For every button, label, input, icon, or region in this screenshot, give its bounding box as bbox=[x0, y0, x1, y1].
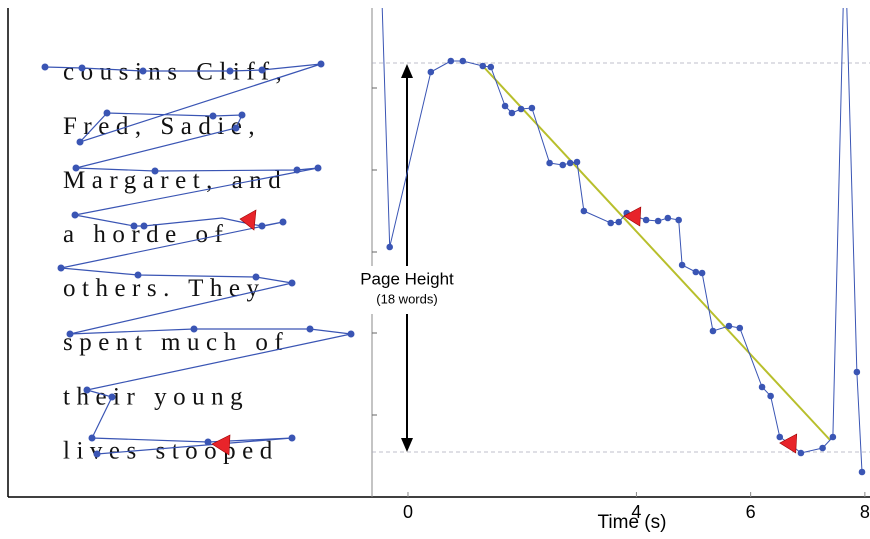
gaze-point bbox=[819, 444, 826, 452]
arrow-head bbox=[401, 64, 413, 78]
gaze-point bbox=[528, 104, 536, 112]
gaze-point bbox=[664, 214, 672, 222]
passage-line: spent much of bbox=[63, 329, 289, 356]
gaze-point bbox=[517, 105, 525, 113]
x-tick-label: 6 bbox=[746, 502, 756, 522]
gaze-point bbox=[559, 161, 567, 169]
gaze-point bbox=[692, 268, 700, 276]
gaze-point bbox=[447, 57, 455, 65]
gaze-point bbox=[566, 159, 574, 167]
gaze-point bbox=[580, 207, 588, 215]
fit-line bbox=[482, 65, 831, 441]
passage-line: Fred, Sadie, bbox=[63, 113, 261, 140]
scanpath bbox=[41, 60, 355, 458]
gaze-point bbox=[479, 62, 487, 70]
gaze-point bbox=[725, 322, 733, 330]
gaze-point bbox=[501, 102, 509, 110]
fixation-marker bbox=[211, 434, 231, 456]
gaze-point bbox=[736, 324, 744, 332]
x-tick-label: 4 bbox=[631, 502, 641, 522]
gaze-line bbox=[381, 8, 863, 473]
gaze-point bbox=[829, 433, 837, 441]
gaze-point bbox=[675, 216, 682, 224]
annotation-subtitle: (18 words) bbox=[376, 291, 437, 306]
gaze-point bbox=[767, 392, 774, 400]
scanpath-dots bbox=[41, 60, 355, 458]
gaze-point bbox=[758, 383, 766, 391]
passage-line: cousins Cliff, bbox=[63, 59, 288, 86]
fixation-marker bbox=[779, 433, 798, 454]
gaze-point bbox=[615, 218, 623, 226]
x-tick-label: 8 bbox=[860, 502, 870, 522]
gaze-point bbox=[678, 261, 686, 269]
gaze-point bbox=[776, 433, 784, 441]
gaze-point bbox=[546, 159, 553, 167]
gaze-point bbox=[797, 449, 805, 457]
gaze-point bbox=[642, 216, 650, 224]
x-tick-label: 0 bbox=[403, 502, 413, 522]
gaze-point bbox=[858, 468, 866, 476]
gaze-point bbox=[573, 158, 581, 166]
gaze-point bbox=[487, 63, 495, 71]
gaze-point bbox=[853, 368, 861, 376]
fixation-marker bbox=[239, 209, 257, 231]
passage-line: others. They bbox=[63, 275, 266, 302]
gaze-point bbox=[386, 243, 394, 251]
gaze-point bbox=[654, 217, 662, 225]
scanpath-line bbox=[44, 63, 352, 455]
passage: cousins Cliff,Fred, Sadie,Margaret, anda… bbox=[63, 59, 289, 465]
annotation-bg bbox=[352, 266, 462, 314]
x-axis-label: Time (s) bbox=[598, 512, 667, 533]
gaze-point bbox=[709, 327, 717, 335]
gaze-point bbox=[607, 219, 615, 227]
fixation-marker bbox=[623, 206, 642, 227]
gaze-point bbox=[427, 68, 435, 76]
gaze-point bbox=[698, 269, 706, 277]
gaze-point bbox=[508, 109, 516, 117]
plot-area bbox=[372, 8, 870, 476]
arrow-head bbox=[401, 438, 413, 452]
annotation-title: Page Height bbox=[360, 269, 454, 288]
passage-line: their young bbox=[63, 383, 249, 410]
gaze-point bbox=[459, 57, 467, 65]
